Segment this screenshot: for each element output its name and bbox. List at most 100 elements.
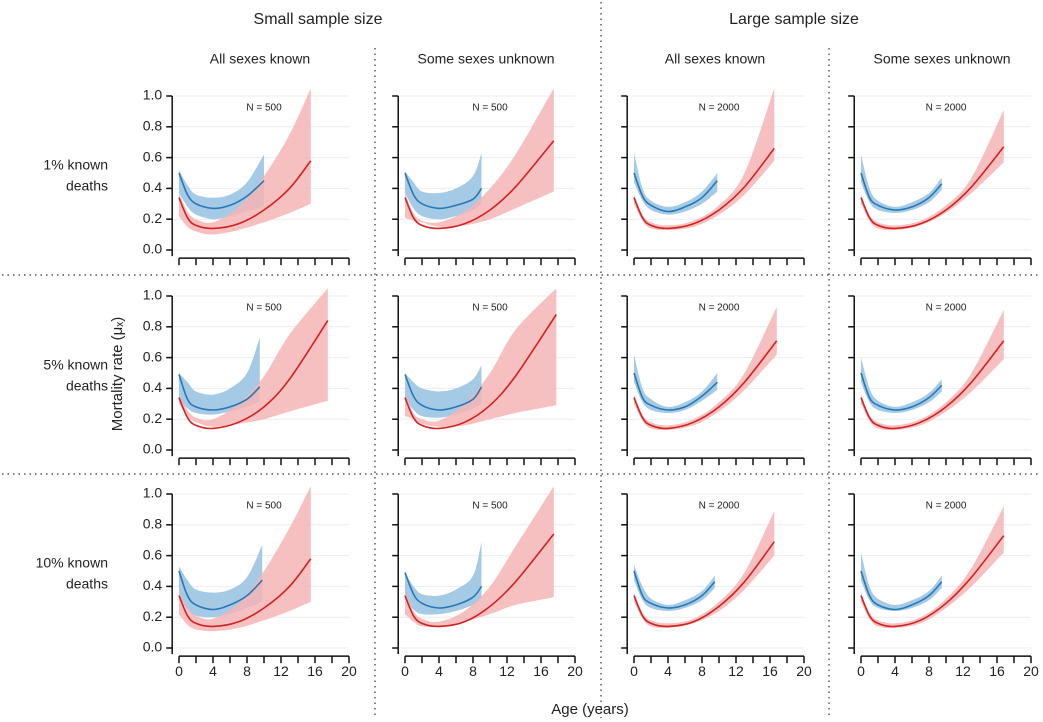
confidence-band	[861, 357, 942, 413]
sample-size-note: N = 500	[472, 501, 508, 512]
y-tick-label: 1.0	[143, 87, 163, 103]
x-tick-label: 20	[796, 663, 812, 679]
x-axis-label: Age (years)	[551, 701, 629, 718]
mean-line	[633, 570, 716, 609]
x-tick-label: 8	[698, 663, 706, 679]
confidence-band	[179, 337, 260, 415]
y-tick-label: 0.4	[143, 577, 163, 593]
y-tick-label: 1.0	[143, 287, 163, 303]
x-tick-label: 0	[401, 663, 409, 679]
sample-size-note: N = 2000	[926, 303, 967, 314]
row-label: 1% known	[43, 157, 108, 173]
x-tick-label: 12	[955, 663, 971, 679]
sample-size-note: N = 2000	[699, 303, 740, 314]
confidence-band	[405, 288, 557, 427]
sample-size-note: N = 2000	[926, 501, 967, 512]
x-tick-label: 8	[469, 663, 477, 679]
column-title: Some sexes unknown	[874, 51, 1011, 67]
x-tick-label: 4	[209, 663, 217, 679]
sample-size-note: N = 2000	[926, 103, 967, 114]
mean-line	[633, 372, 718, 411]
mean-line	[860, 372, 943, 411]
x-tick-label: 4	[664, 663, 672, 679]
x-tick-label: 16	[762, 663, 778, 679]
row-label: 5% known	[43, 357, 108, 373]
x-tick-label: 20	[341, 663, 357, 679]
mean-line	[178, 374, 261, 411]
y-tick-label: 0.2	[143, 210, 163, 226]
x-tick-label: 0	[857, 663, 865, 679]
confidence-band	[861, 109, 1004, 231]
y-axis-label: Mortality rate (μₓ)	[109, 317, 126, 431]
x-tick-label: 16	[307, 663, 323, 679]
x-tick-label: 20	[1023, 663, 1039, 679]
sample-size-note: N = 500	[472, 303, 508, 314]
confidence-band	[634, 510, 775, 629]
sample-size-note: N = 500	[246, 501, 282, 512]
y-tick-label: 0.6	[143, 546, 163, 562]
mean-line	[860, 535, 1005, 628]
mean-line	[633, 172, 718, 213]
group-title: Large sample size	[729, 11, 859, 28]
y-tick-label: 0.0	[143, 441, 163, 457]
confidence-band	[861, 154, 942, 213]
column-title: All sexes known	[665, 51, 765, 67]
y-tick-label: 0.8	[143, 516, 163, 532]
y-tick-label: 0.2	[143, 410, 163, 426]
mean-line	[178, 570, 263, 611]
y-tick-label: 0.4	[143, 379, 163, 395]
group-title: Small sample size	[254, 11, 383, 28]
x-tick-label: 12	[499, 663, 515, 679]
y-tick-label: 0.6	[143, 348, 163, 364]
x-tick-label: 0	[175, 663, 183, 679]
row-label: 10% known	[36, 555, 108, 571]
y-tick-label: 0.0	[143, 639, 163, 655]
mean-line	[860, 172, 943, 211]
y-tick-label: 0.2	[143, 608, 163, 624]
mean-line	[860, 340, 1005, 430]
confidence-band	[405, 541, 482, 615]
x-tick-label: 20	[567, 663, 583, 679]
x-tick-label: 0	[630, 663, 638, 679]
confidence-band	[179, 88, 311, 235]
row-label: deaths	[66, 378, 108, 394]
sample-size-note: N = 2000	[699, 501, 740, 512]
x-tick-label: 16	[989, 663, 1005, 679]
sample-size-note: N = 500	[246, 103, 282, 114]
mean-line	[860, 570, 943, 611]
row-label: deaths	[66, 576, 108, 592]
confidence-band	[405, 486, 554, 627]
mean-line	[178, 160, 312, 230]
x-tick-label: 16	[533, 663, 549, 679]
sample-size-note: N = 500	[472, 103, 508, 114]
y-tick-label: 0.0	[143, 241, 163, 257]
x-tick-label: 4	[891, 663, 899, 679]
y-tick-label: 1.0	[143, 485, 163, 501]
row-label: deaths	[66, 178, 108, 194]
confidence-band	[405, 88, 554, 228]
mean-line	[404, 172, 483, 210]
mean-line	[404, 374, 483, 411]
mean-line	[404, 572, 483, 609]
confidence-band	[634, 88, 775, 231]
mean-line	[404, 140, 555, 230]
sample-size-note: N = 500	[246, 303, 282, 314]
x-tick-label: 8	[243, 663, 251, 679]
mean-line	[178, 320, 329, 430]
confidence-band	[634, 306, 777, 431]
confidence-band	[861, 506, 1004, 629]
mean-line	[633, 147, 775, 230]
y-tick-label: 0.4	[143, 179, 163, 195]
confidence-band	[634, 153, 718, 215]
confidence-band	[861, 309, 1004, 431]
confidence-band	[634, 354, 718, 413]
mean-line	[178, 558, 312, 628]
x-tick-label: 8	[925, 663, 933, 679]
confidence-band	[179, 288, 328, 427]
confidence-band	[634, 564, 715, 611]
x-tick-label: 12	[273, 663, 289, 679]
y-tick-label: 0.8	[143, 318, 163, 334]
column-title: All sexes known	[210, 51, 310, 67]
mean-line	[633, 340, 778, 430]
column-title: Some sexes unknown	[418, 51, 555, 67]
